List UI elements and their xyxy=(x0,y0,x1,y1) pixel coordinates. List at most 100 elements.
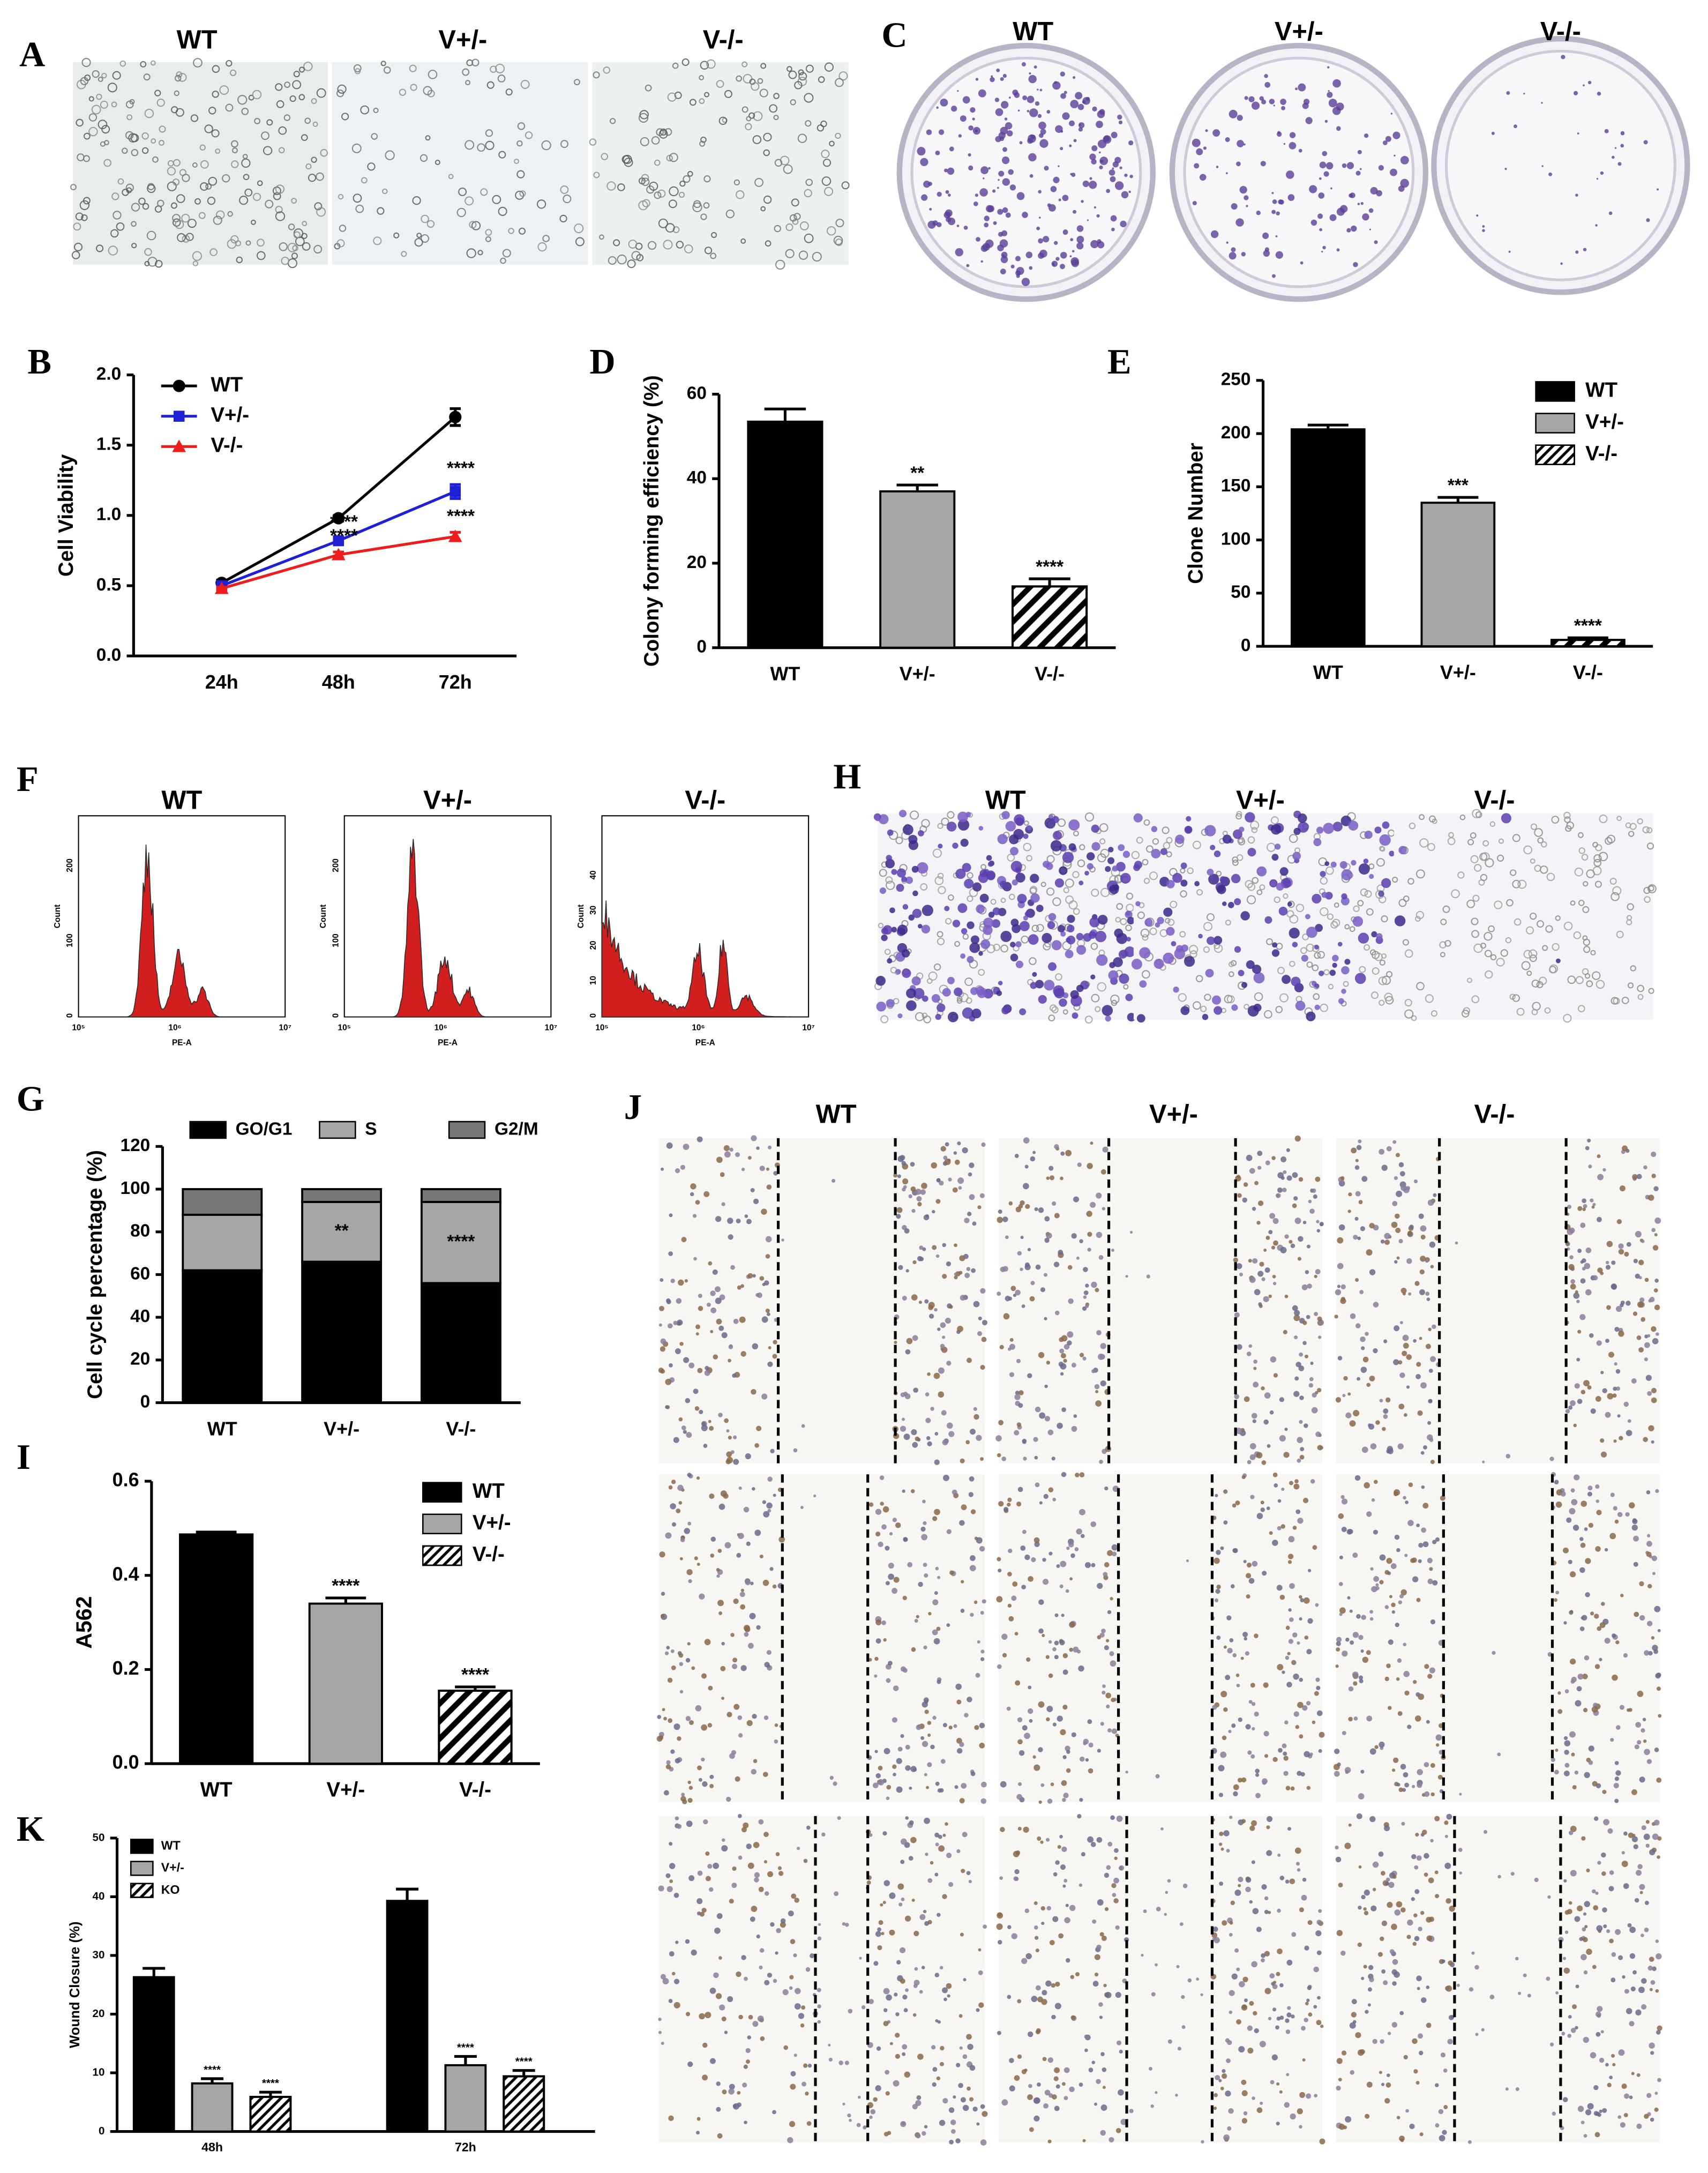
cell xyxy=(667,92,677,102)
cell xyxy=(1287,1827,1292,1831)
cell xyxy=(1399,1372,1405,1378)
cell xyxy=(1614,1761,1619,1765)
cell xyxy=(790,2084,796,2090)
cell xyxy=(1279,867,1289,876)
cell xyxy=(609,118,616,124)
cell xyxy=(1606,1305,1611,1310)
cell xyxy=(1015,1850,1021,1855)
cell xyxy=(1095,1400,1102,1407)
cell xyxy=(705,1365,709,1371)
cell xyxy=(1213,944,1223,953)
cell xyxy=(1039,1501,1043,1505)
cell xyxy=(1087,1248,1091,1252)
cell xyxy=(1320,907,1329,916)
cell xyxy=(125,183,134,192)
cell xyxy=(1651,1326,1657,1332)
y-tick-label: 120 xyxy=(120,1136,150,1155)
cell xyxy=(669,1951,675,1957)
cell xyxy=(1531,979,1540,988)
cell xyxy=(1412,1941,1417,1946)
cell xyxy=(942,2098,948,2104)
cell xyxy=(155,260,163,268)
cell xyxy=(1297,2108,1303,2115)
cell xyxy=(688,1362,695,1369)
cell xyxy=(1297,1701,1304,1708)
cell xyxy=(707,1302,711,1307)
colony xyxy=(1336,248,1340,252)
cell xyxy=(738,1855,743,1860)
cell xyxy=(1301,954,1308,962)
colony xyxy=(997,186,999,189)
cell xyxy=(753,1842,760,1848)
cell xyxy=(1233,1548,1238,1554)
cell xyxy=(1064,1917,1070,1924)
cell xyxy=(792,218,799,225)
cell xyxy=(1214,1598,1219,1602)
cell xyxy=(901,1161,907,1166)
cell xyxy=(700,136,707,143)
cell xyxy=(666,1300,671,1304)
cell xyxy=(900,1666,907,1672)
cell xyxy=(1289,1617,1294,1622)
cell xyxy=(1316,1950,1322,1955)
cell xyxy=(1306,1998,1310,2002)
cell xyxy=(1001,2099,1008,2106)
colony xyxy=(1305,117,1313,124)
cell xyxy=(367,162,376,171)
cell xyxy=(690,1192,694,1197)
cell xyxy=(1374,1480,1378,1484)
cell xyxy=(421,234,429,243)
cell xyxy=(1106,1865,1111,1870)
cell xyxy=(266,119,273,126)
cell xyxy=(1015,960,1024,968)
colony xyxy=(978,89,986,98)
cell xyxy=(225,103,234,112)
colony xyxy=(1091,159,1097,165)
cell xyxy=(997,2030,1001,2035)
cell xyxy=(1054,1310,1060,1316)
cell xyxy=(738,2014,743,2020)
cell xyxy=(1097,853,1106,863)
cell xyxy=(1404,949,1413,958)
colony xyxy=(1038,238,1043,244)
cell xyxy=(900,1860,905,1864)
cell xyxy=(1050,840,1062,852)
flow-frame xyxy=(343,815,552,1018)
cell xyxy=(1371,1498,1375,1502)
cell xyxy=(1392,1768,1396,1772)
cell xyxy=(1283,1452,1290,1458)
cell xyxy=(1634,1898,1639,1903)
cell xyxy=(1570,1571,1576,1578)
cell xyxy=(207,197,216,205)
cell xyxy=(1284,2102,1290,2108)
panel-letter: H xyxy=(833,757,861,796)
cell xyxy=(1241,2004,1248,2011)
flow-x-label: PE-A xyxy=(172,1039,192,1048)
cell xyxy=(1002,1653,1007,1657)
cell xyxy=(924,1573,928,1578)
colony xyxy=(1246,205,1248,207)
cell xyxy=(1025,1953,1032,1960)
cell xyxy=(1170,900,1178,908)
colony xyxy=(1053,176,1060,183)
cell xyxy=(1650,2117,1654,2122)
cell xyxy=(1337,1356,1343,1361)
cell xyxy=(805,120,812,127)
cell xyxy=(964,977,973,986)
cell xyxy=(1446,1813,1452,1820)
cell xyxy=(1364,1910,1369,1916)
cell xyxy=(208,107,216,115)
cell xyxy=(1537,837,1544,844)
cell xyxy=(1242,1197,1248,1203)
cell xyxy=(1216,885,1226,894)
cell xyxy=(1065,1149,1072,1156)
cell xyxy=(905,1349,911,1355)
cell xyxy=(718,1413,723,1417)
cell xyxy=(1030,1281,1035,1286)
cell xyxy=(1054,1655,1059,1660)
cell xyxy=(1338,1883,1343,1888)
colony xyxy=(990,77,995,83)
cell xyxy=(818,76,825,83)
cell xyxy=(874,1750,878,1753)
cell xyxy=(1024,1554,1030,1560)
